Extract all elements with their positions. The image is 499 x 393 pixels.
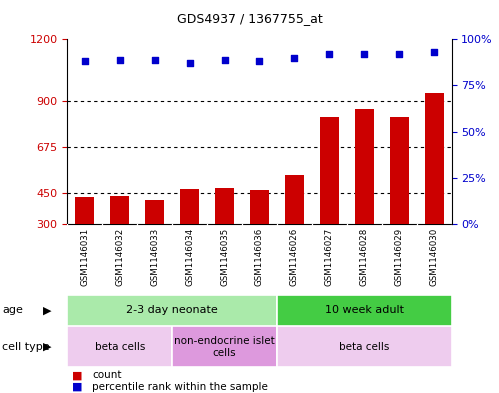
Text: GSM1146034: GSM1146034 [185, 228, 194, 286]
Text: 2-3 day neonate: 2-3 day neonate [126, 305, 218, 316]
Point [186, 60, 194, 66]
Bar [75, 197, 94, 224]
Text: percentile rank within the sample: percentile rank within the sample [92, 382, 268, 392]
Point [221, 57, 229, 63]
Text: GSM1146033: GSM1146033 [150, 228, 159, 286]
Text: GSM1146030: GSM1146030 [430, 228, 439, 286]
Bar [250, 190, 269, 224]
Bar [277, 326, 452, 367]
Text: 10 week adult: 10 week adult [325, 305, 404, 316]
Bar [285, 175, 304, 224]
Point [430, 49, 438, 55]
Bar [215, 188, 234, 224]
Text: cell type: cell type [2, 342, 50, 352]
Text: GSM1146029: GSM1146029 [395, 228, 404, 286]
Text: GSM1146035: GSM1146035 [220, 228, 229, 286]
Text: beta cells: beta cells [95, 342, 145, 352]
Bar [390, 117, 409, 224]
Text: ▶: ▶ [43, 305, 52, 316]
Bar [180, 189, 199, 224]
Text: age: age [2, 305, 23, 316]
Bar [172, 326, 277, 367]
Point [360, 51, 368, 57]
Text: GSM1146031: GSM1146031 [80, 228, 89, 286]
Point [395, 51, 403, 57]
Bar [145, 200, 164, 224]
Bar [110, 196, 129, 224]
Text: GSM1146036: GSM1146036 [255, 228, 264, 286]
Text: non-endocrine islet
cells: non-endocrine islet cells [174, 336, 275, 358]
Point [255, 58, 263, 64]
Bar [67, 326, 172, 367]
Text: ▶: ▶ [43, 342, 52, 352]
Point [325, 51, 333, 57]
Text: ■: ■ [72, 382, 83, 392]
Bar [425, 93, 444, 224]
Point [116, 57, 124, 63]
Text: GSM1146032: GSM1146032 [115, 228, 124, 286]
Bar [277, 295, 452, 326]
Text: GSM1146028: GSM1146028 [360, 228, 369, 286]
Point [290, 55, 298, 61]
Text: GSM1146026: GSM1146026 [290, 228, 299, 286]
Bar [67, 295, 277, 326]
Text: count: count [92, 370, 122, 380]
Text: GSM1146027: GSM1146027 [325, 228, 334, 286]
Text: beta cells: beta cells [339, 342, 389, 352]
Text: ■: ■ [72, 370, 83, 380]
Text: GDS4937 / 1367755_at: GDS4937 / 1367755_at [177, 12, 322, 25]
Bar [355, 109, 374, 224]
Point [151, 57, 159, 63]
Point [81, 58, 89, 64]
Bar [320, 117, 339, 224]
